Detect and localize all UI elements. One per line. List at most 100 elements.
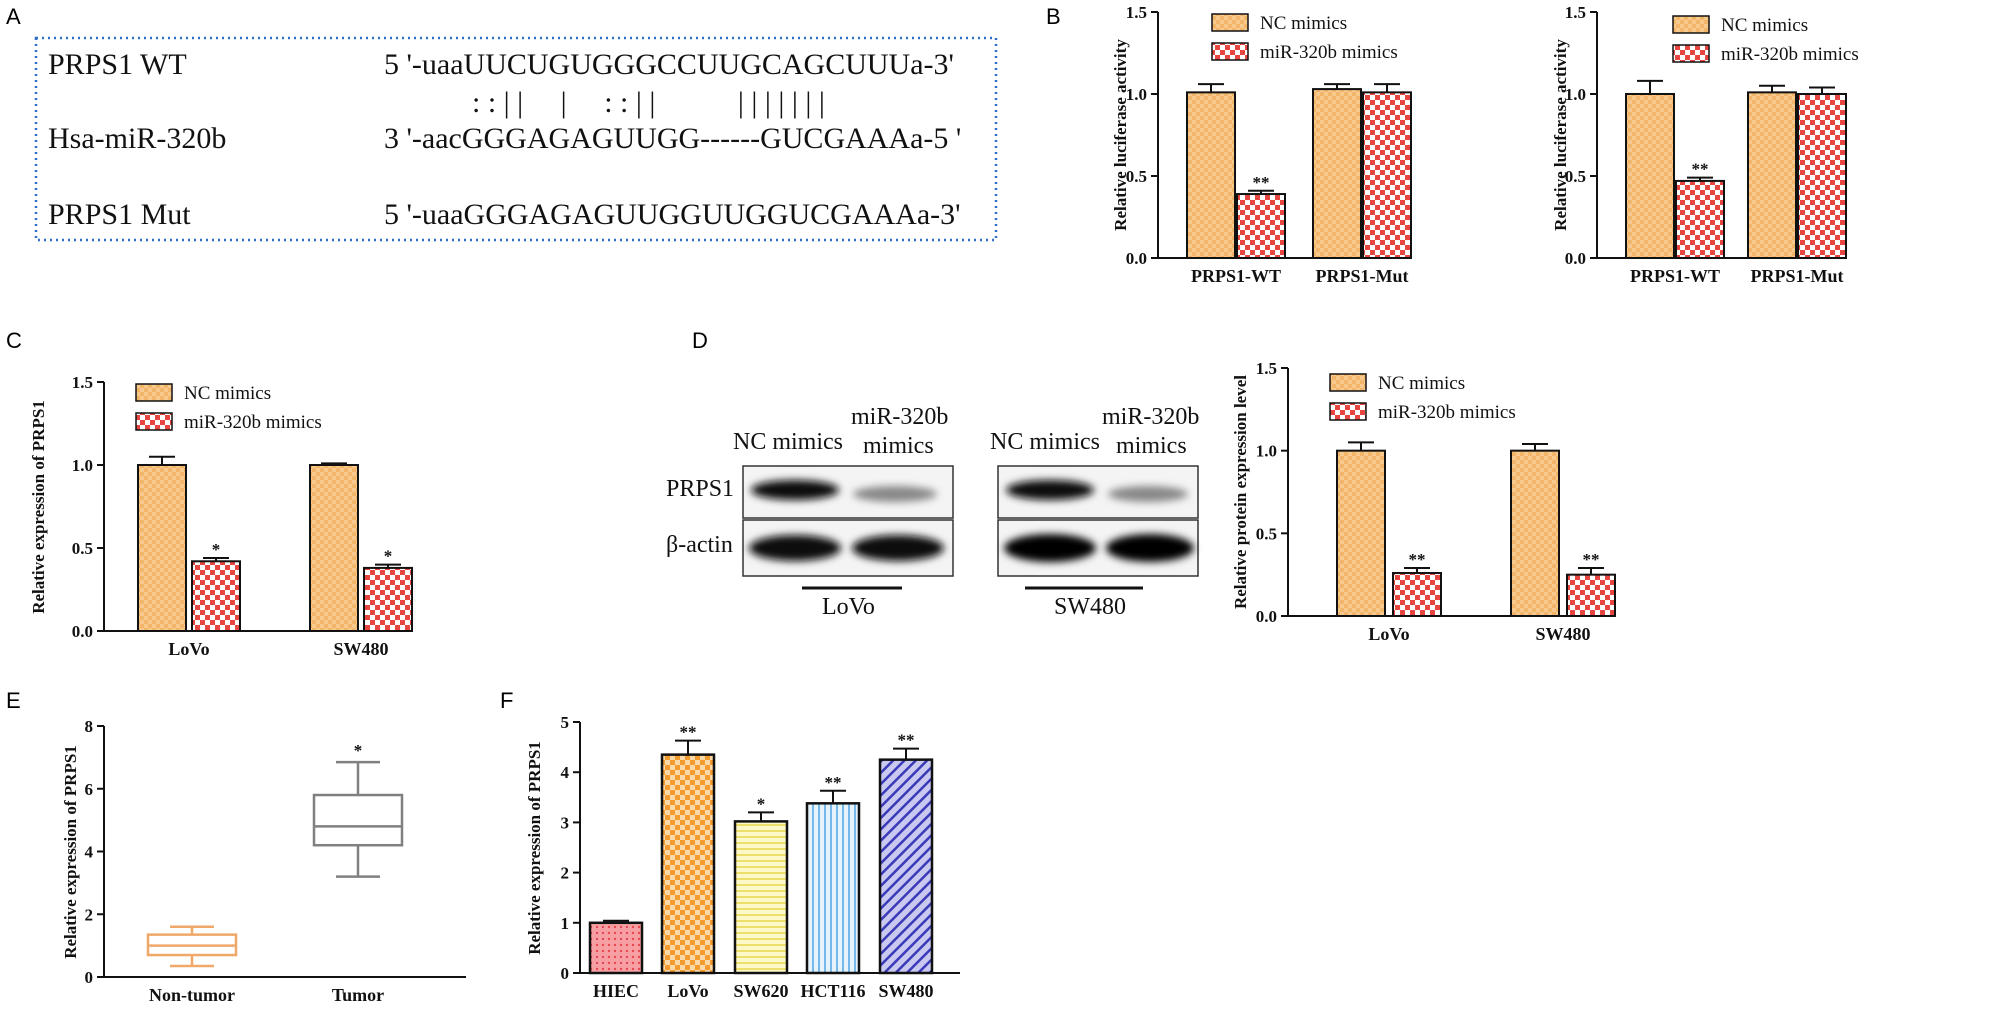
- y-tick-label: 1.5: [1256, 359, 1277, 378]
- lane-label-sw480-mir: miR-320b: [1102, 404, 1199, 430]
- panel-a-sequence-alignment: PRPS1 WT 5 '-uaaUUCUGUGGGCCUUGCAGCUUUa-3…: [34, 36, 998, 242]
- band-lovo-actin-mir: [852, 535, 944, 561]
- seq-prps1-mut: 5 '-uaaGGGAGAGUUGGUUGGUCGAAAa-3': [384, 198, 961, 231]
- y-tick-label: 1.5: [1565, 3, 1586, 22]
- bar-mir-lovo: [191, 560, 241, 633]
- lane-label-lovo-mir-line2: mimics: [863, 433, 934, 459]
- y-tick-label: 1.5: [72, 373, 93, 392]
- seq-name-mir-320b: Hsa-miR-320b: [48, 122, 226, 155]
- charts-layer: 0.0 0.5 1.0 1.5 Relative luciferase activity…: [29, 3, 1859, 1005]
- x-tick-label: PRPS1-Mut: [1316, 266, 1409, 286]
- x-tick-label: LoVo: [667, 981, 708, 1001]
- legend-swatch: [135, 412, 173, 431]
- lane-label-sw480-nc: NC mimics: [990, 429, 1100, 455]
- bar-nc-lovo: [137, 464, 187, 632]
- panel-d-western-blot: NC mimics miR-320b mimics NC mimics miR-…: [666, 404, 1199, 620]
- x-tick-label: SW620: [733, 981, 788, 1001]
- bar-mir-sw480: [363, 566, 413, 632]
- lane-label-sw480-mir-line2: mimics: [1116, 433, 1187, 459]
- legend-label: NC mimics: [1378, 373, 1465, 394]
- legend-label: NC mimics: [184, 383, 271, 404]
- y-tick-label: 0.5: [1565, 167, 1586, 186]
- bar-nc-prps1-mut: [1312, 88, 1362, 259]
- y-tick-label: 0.0: [1565, 249, 1586, 268]
- y-tick-label: 8: [85, 717, 94, 736]
- y-axis-title: Relative luciferase activity: [1551, 39, 1570, 231]
- y-tick-label: 1.0: [1256, 442, 1277, 461]
- bar-mir-prps1-mut: [1362, 91, 1412, 259]
- y-tick-label: 1.0: [1126, 85, 1147, 104]
- bar-mir-prps1-mut: [1797, 93, 1847, 259]
- chart-b1: 0.0 0.5 1.0 1.5 Relative luciferase activity…: [1111, 3, 1412, 286]
- seq-name-prps1-mut: PRPS1 Mut: [48, 198, 191, 231]
- y-tick-label: 0.5: [1126, 167, 1147, 186]
- chart-b2: 0.0 0.5 1.0 1.5 Relative luciferase activity…: [1551, 3, 1859, 286]
- y-tick-label: 1: [561, 914, 570, 933]
- band-sw480-prps1-nc: [1006, 480, 1094, 500]
- panel-letter-d: D: [692, 328, 708, 353]
- seq-name-prps1-wt: PRPS1 WT: [48, 48, 187, 81]
- x-tick-label: LoVo: [1368, 624, 1409, 644]
- chart-f: 0 1 2 3 4 5 Relative expression of PRPS1 HIEC Lo…: [525, 713, 960, 1001]
- legend-swatch: [1672, 15, 1710, 34]
- x-tick-label: PRPS1-Mut: [1751, 266, 1844, 286]
- band-lovo-prps1-nc: [751, 480, 839, 500]
- legend-label: miR-320b mimics: [1260, 42, 1398, 63]
- legend-label: NC mimics: [1260, 13, 1347, 34]
- y-tick-label: 0.5: [72, 539, 93, 558]
- chart-d: 0.0 0.5 1.0 1.5 Relative protein expression …: [1231, 359, 1616, 644]
- significance-mark: **: [680, 723, 697, 742]
- significance-mark: **: [825, 773, 842, 792]
- panel-letter-e: E: [6, 688, 21, 713]
- y-tick-label: 4: [85, 843, 94, 862]
- significance-mark: *: [354, 741, 363, 760]
- y-axis-title: Relative expression of PRPS1: [29, 400, 48, 614]
- x-tick-label: HCT116: [800, 981, 865, 1001]
- band-sw480-actin-nc: [1004, 534, 1096, 562]
- legend-swatch: [1672, 44, 1710, 63]
- legend-label: miR-320b mimics: [1721, 44, 1859, 65]
- seq-prps1-wt: 5 '-uaaUUCUGUGGGCCUUGCAGCUUUa-3': [384, 48, 954, 81]
- lane-label-lovo-nc: NC mimics: [733, 429, 843, 455]
- x-tick-label: SW480: [333, 639, 388, 659]
- y-axis-title: Relative luciferase activity: [1111, 39, 1130, 231]
- seq-pairing-lines: : : | | | : : | | | | | | | | |: [472, 86, 825, 119]
- y-tick-label: 0.0: [1126, 249, 1147, 268]
- y-tick-label: 5: [561, 713, 570, 732]
- x-tick-label: Non-tumor: [149, 985, 235, 1005]
- legend-swatch: [1211, 13, 1249, 32]
- significance-mark: **: [1253, 173, 1270, 192]
- significance-mark: *: [212, 540, 221, 559]
- bar-mir-sw480: [1566, 573, 1616, 618]
- bar-hct116: [805, 802, 861, 975]
- significance-mark: *: [384, 547, 393, 566]
- y-tick-label: 0: [85, 968, 94, 987]
- panel-letter-f: F: [500, 688, 513, 713]
- seq-mir-320b: 3 '-aacGGGAGAGUUGG------GUCGAAAa-5 ': [384, 122, 961, 155]
- x-tick-label: Tumor: [332, 985, 384, 1005]
- legend-swatch: [1329, 373, 1367, 392]
- x-tick-label: LoVo: [168, 639, 209, 659]
- bar-nc-prps1-mut: [1747, 91, 1797, 259]
- legend-swatch: [135, 383, 173, 402]
- band-sw480-prps1-mir: [1108, 486, 1188, 502]
- legend-label: miR-320b mimics: [1378, 402, 1516, 423]
- band-sw480-actin-mir: [1106, 534, 1194, 562]
- y-tick-label: 0.0: [1256, 607, 1277, 626]
- band-lovo-actin-nc: [749, 535, 841, 561]
- cell-label-lovo: LoVo: [822, 594, 875, 620]
- y-tick-label: 2: [561, 864, 570, 883]
- panel-letter-a: A: [6, 4, 21, 29]
- x-tick-label: SW480: [878, 981, 933, 1001]
- legend-label: NC mimics: [1721, 15, 1808, 36]
- chart-e: 0 2 4 6 8 Relative expression of PRPS1 Non-tum…: [61, 717, 466, 1005]
- y-axis-title: Relative protein expression level: [1231, 375, 1250, 609]
- y-tick-label: 0.5: [1256, 524, 1277, 543]
- bar-nc-lovo: [1336, 449, 1386, 617]
- bar-sw480: [878, 758, 934, 975]
- y-axis-title: Relative expression of PRPS1: [525, 741, 544, 955]
- significance-mark: **: [1583, 550, 1600, 569]
- legend-swatch: [1329, 402, 1367, 421]
- legend-swatch: [1211, 42, 1249, 61]
- y-tick-label: 0: [561, 964, 570, 983]
